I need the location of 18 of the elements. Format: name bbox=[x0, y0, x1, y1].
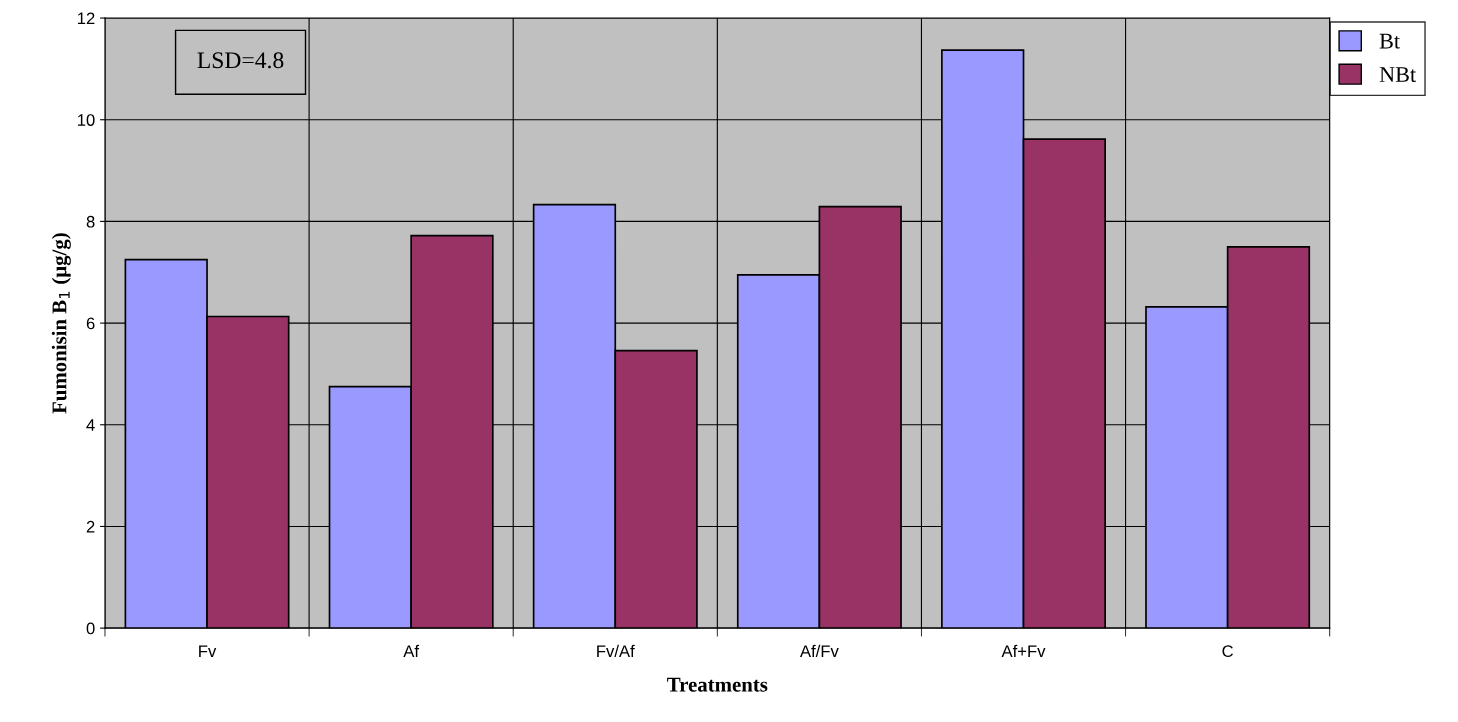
x-tick-label: Af bbox=[403, 644, 420, 657]
annotation: LSD=4.8 bbox=[197, 52, 284, 69]
y-tick-label: 6 bbox=[86, 317, 95, 330]
y-tick-label: 0 bbox=[86, 622, 95, 635]
legend-label: NBt bbox=[1379, 67, 1416, 82]
y-tick-label: 10 bbox=[77, 114, 95, 126]
x-tick-label: Af/Fv bbox=[799, 644, 839, 658]
y-tick-label: 8 bbox=[86, 215, 95, 228]
x-axis-title: Treatments bbox=[667, 677, 768, 692]
x-tick-label: Af+Fv bbox=[1001, 644, 1046, 657]
y-tick-label: 4 bbox=[86, 419, 95, 431]
x-tick-label: Fv/Af bbox=[597, 644, 635, 658]
y-axis-title: Fumonisin B$_{1}$ (μg/g) bbox=[51, 233, 71, 414]
y-tick-label: 2 bbox=[86, 520, 95, 533]
y-tick-label: 12 bbox=[77, 12, 95, 25]
x-tick-label: C bbox=[1222, 645, 1234, 658]
x-tick-label: Fv bbox=[199, 645, 217, 657]
legend-label: Bt bbox=[1379, 33, 1400, 49]
